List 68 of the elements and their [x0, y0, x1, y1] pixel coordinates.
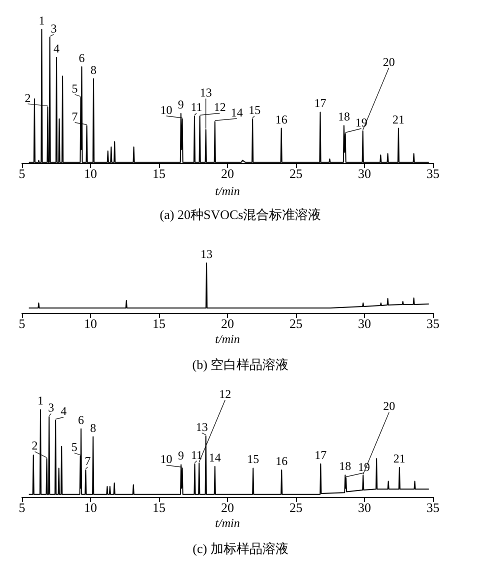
annotation: 20 [383, 399, 396, 414]
x-tick-label: 5 [18, 166, 26, 181]
x-tick-label: 25 [290, 316, 302, 331]
annotation: 13 [200, 247, 213, 261]
annotation: 16 [276, 454, 288, 468]
annotation: 11 [190, 448, 203, 462]
annotation: 4 [54, 41, 60, 56]
x-axis-title: t/min [215, 516, 240, 530]
x-tick-label: 5 [18, 316, 26, 331]
annotation: 5 [71, 440, 78, 454]
x-tick-label: 30 [358, 166, 371, 181]
x-tick-label: 30 [358, 500, 371, 515]
annotation: 20 [382, 54, 395, 69]
annotation: 4 [60, 404, 67, 418]
annotation: 12 [219, 386, 232, 401]
annotation: 7 [72, 110, 78, 124]
annotation: 8 [90, 420, 96, 435]
annotation: 12 [214, 100, 226, 114]
annotation: 15 [247, 452, 260, 466]
annotation: 14 [208, 450, 221, 464]
annotation: 10 [160, 102, 172, 117]
annotation: 3 [50, 21, 57, 36]
annotation: 2 [32, 438, 38, 453]
x-tick-label: 25 [290, 500, 302, 515]
x-axis-title: t/min [215, 184, 240, 198]
annotation: 11 [190, 100, 202, 114]
annotation: 17 [314, 96, 326, 110]
annotation: 6 [78, 412, 84, 427]
text: (c) 加标样品溶液 [192, 541, 288, 556]
x-axis-title: t/min [215, 332, 240, 346]
x-tick-label: 35 [426, 500, 440, 515]
x-tick-label: 20 [221, 316, 234, 331]
x-tick-label: 30 [358, 316, 371, 331]
annotation: 9 [178, 448, 184, 463]
text: (b) 空白样品溶液 [192, 357, 289, 372]
annotation: 21 [393, 451, 406, 466]
annotation: 6 [78, 50, 85, 65]
annotation: 18 [339, 459, 352, 474]
x-tick-label: 35 [426, 316, 440, 331]
x-tick-label: 10 [84, 166, 97, 181]
annotation: 21 [392, 112, 404, 126]
x-tick-label: 25 [290, 166, 302, 181]
x-tick-label: 15 [152, 500, 166, 515]
annotation: 15 [248, 102, 261, 117]
x-tick-label: 20 [221, 166, 234, 181]
x-tick-label: 20 [221, 500, 234, 515]
x-tick-label: 15 [152, 166, 166, 181]
annotation: 7 [84, 454, 91, 468]
annotation: 9 [178, 98, 184, 112]
annotation: 16 [275, 112, 288, 126]
annotation: 14 [230, 106, 243, 120]
annotation: 8 [90, 62, 97, 77]
x-tick-label: 10 [84, 500, 97, 515]
annotation: 1 [38, 13, 45, 28]
x-tick-label: 15 [152, 316, 166, 331]
annotation: 3 [48, 400, 54, 415]
x-tick-label: 5 [18, 500, 26, 515]
annotation: 13 [200, 86, 212, 100]
annotation: 17 [314, 448, 327, 462]
annotation: 18 [338, 110, 350, 124]
annotation: 10 [160, 452, 172, 466]
text: (a) 20种SVOCs混合标准溶液 [160, 207, 322, 222]
x-tick-label: 35 [426, 166, 440, 181]
annotation: 5 [72, 82, 78, 96]
annotation: 1 [37, 394, 44, 408]
annotation: 2 [24, 90, 31, 105]
annotation: 13 [196, 420, 208, 434]
x-tick-label: 10 [84, 316, 97, 331]
